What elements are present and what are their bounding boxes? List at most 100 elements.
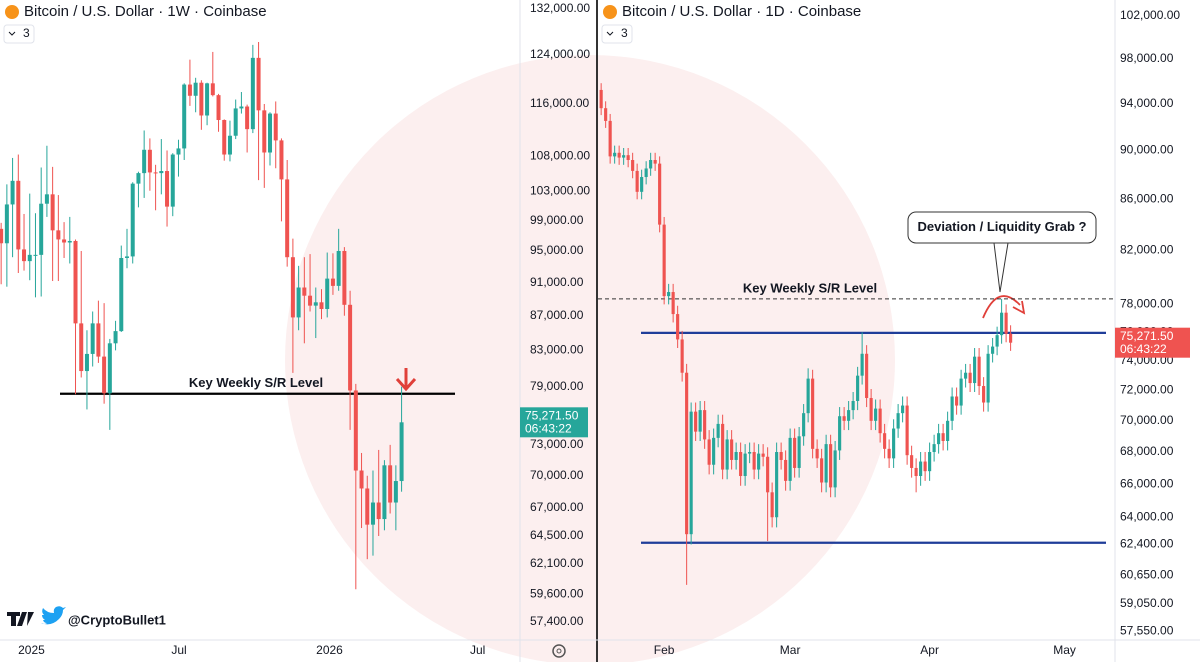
y-tick-label: 82,000.00 bbox=[1120, 243, 1174, 257]
candle-body bbox=[233, 108, 238, 136]
arrow-head bbox=[395, 377, 417, 392]
y-tick-label: 70,000.00 bbox=[1120, 413, 1174, 427]
candle-body bbox=[802, 413, 806, 437]
candle-body bbox=[1000, 312, 1004, 336]
candle-body bbox=[622, 155, 626, 158]
candle-body bbox=[50, 194, 55, 231]
candle-body bbox=[739, 452, 743, 477]
candle-body bbox=[932, 444, 936, 453]
logo-v bbox=[17, 612, 34, 626]
candle-body bbox=[348, 304, 353, 391]
candle-body bbox=[342, 250, 347, 305]
y-tick-label: 124,000.00 bbox=[530, 47, 590, 61]
candle-body bbox=[273, 113, 278, 141]
candle-body bbox=[0, 228, 4, 244]
candle-body bbox=[865, 353, 869, 399]
y-tick-label: 67,000.00 bbox=[530, 500, 584, 514]
y-tick-label: 86,000.00 bbox=[1120, 191, 1174, 205]
logo-t bbox=[7, 612, 20, 626]
candle-body bbox=[644, 168, 648, 178]
y-tick-label: 57,400.00 bbox=[530, 614, 584, 628]
candle-body bbox=[919, 461, 923, 477]
candle-body bbox=[649, 159, 653, 169]
y-tick-label: 132,000.00 bbox=[530, 1, 590, 15]
candle-body bbox=[62, 239, 67, 243]
candle-body bbox=[680, 339, 684, 373]
y-tick-label: 98,000.00 bbox=[1120, 51, 1174, 65]
left-arrow bbox=[395, 368, 417, 392]
candle-body bbox=[730, 439, 734, 460]
candle-body bbox=[130, 183, 135, 257]
y-tick-label: 91,000.00 bbox=[530, 275, 584, 289]
candle-body bbox=[325, 278, 330, 309]
candle-body bbox=[968, 372, 972, 384]
candle-body bbox=[1009, 333, 1013, 343]
x-tick-label: Mar bbox=[780, 643, 801, 657]
candle-body bbox=[869, 398, 873, 421]
settings-icon[interactable] bbox=[552, 644, 566, 658]
candle-body bbox=[182, 84, 187, 149]
gear-hub[interactable] bbox=[556, 648, 562, 654]
tv-logo: @CryptoBullet1 bbox=[7, 606, 166, 627]
candle-body bbox=[102, 356, 107, 394]
watermark bbox=[285, 55, 895, 662]
candle-body bbox=[653, 159, 657, 164]
candle-body bbox=[290, 257, 295, 318]
chart-title: Bitcoin / U.S. Dollar · 1W · Coinbase bbox=[24, 3, 267, 20]
candle-body bbox=[268, 113, 273, 153]
candle-body bbox=[205, 83, 210, 116]
y-tick-label: 108,000.00 bbox=[530, 149, 590, 163]
candle-body bbox=[359, 470, 364, 489]
candle-body bbox=[829, 444, 833, 488]
badge-count: 3 bbox=[23, 26, 30, 40]
y-tick-label: 62,100.00 bbox=[530, 556, 584, 570]
candle-body bbox=[856, 375, 860, 402]
x-tick-label: Jul bbox=[171, 643, 186, 657]
candle-body bbox=[90, 323, 95, 354]
candle-body bbox=[671, 292, 675, 315]
candle-body bbox=[824, 444, 828, 483]
candle-body bbox=[775, 452, 779, 518]
candle-body bbox=[353, 390, 358, 471]
candle-body bbox=[883, 433, 887, 449]
indicator-badge bbox=[601, 24, 633, 44]
candle-body bbox=[187, 84, 192, 96]
candle-body bbox=[905, 405, 909, 456]
candle-body bbox=[239, 106, 244, 109]
candle-body bbox=[124, 256, 129, 258]
candle-body bbox=[941, 433, 945, 441]
candle-body bbox=[766, 456, 770, 493]
badge-count: 3 bbox=[621, 26, 628, 40]
candle-body bbox=[279, 140, 284, 180]
candle-body bbox=[319, 302, 324, 309]
coin-icon bbox=[603, 5, 617, 19]
candle-body bbox=[928, 452, 932, 472]
gear[interactable] bbox=[552, 644, 566, 658]
candle-body bbox=[797, 436, 801, 468]
candle-body bbox=[599, 89, 603, 109]
candle-body bbox=[27, 254, 32, 262]
candle-body bbox=[165, 171, 170, 207]
candle-body bbox=[811, 378, 815, 449]
candle-body bbox=[667, 292, 671, 297]
x-tick-label: Feb bbox=[654, 643, 675, 657]
candle-body bbox=[689, 411, 693, 535]
candle-body bbox=[399, 422, 404, 482]
candle-body bbox=[838, 416, 842, 451]
candle-body bbox=[388, 465, 393, 503]
candle-body bbox=[107, 343, 112, 394]
curved-arrow bbox=[982, 295, 1026, 319]
candle-body bbox=[193, 82, 198, 96]
x-tick-label: May bbox=[1053, 643, 1076, 657]
callout-box bbox=[907, 211, 1097, 244]
candle-body bbox=[617, 152, 621, 158]
candle-body bbox=[779, 452, 783, 460]
candle-body bbox=[370, 502, 375, 525]
x-tick-label: Jul bbox=[470, 643, 485, 657]
countdown: 06:43:22 bbox=[525, 421, 572, 435]
candle-body bbox=[210, 83, 215, 96]
candle-body bbox=[937, 433, 941, 445]
candle-body bbox=[84, 353, 89, 372]
